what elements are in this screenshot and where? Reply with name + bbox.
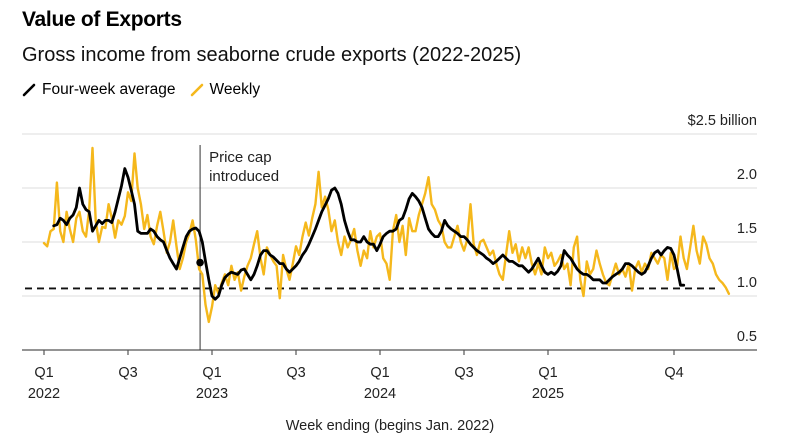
legend-swatch-weekly: [190, 83, 203, 97]
chart-title: Value of Exports: [22, 8, 182, 31]
price-cap-marker: [196, 258, 204, 267]
x-tick-label: Q1: [538, 365, 557, 381]
series-four-week-average-line: [52, 167, 686, 301]
price-cap-annotation: Price cap introduced: [199, 145, 279, 350]
series-weekly-line: [42, 146, 731, 324]
x-tick-sublabel: 2025: [532, 386, 564, 402]
gridlines: [22, 133, 757, 297]
x-tick-label: Q3: [286, 365, 305, 381]
legend-swatch-four-week-average: [22, 83, 36, 97]
annotation-label-line2: introduced: [209, 168, 279, 185]
x-tick-label: Q1: [370, 365, 389, 381]
x-tick-sublabel: 2022: [28, 386, 60, 402]
x-tick-label: Q3: [454, 365, 473, 381]
x-tick-sublabel: 2024: [364, 386, 396, 402]
series-lines: [42, 146, 731, 324]
x-axis: Q1 2022 Q3 Q1 2023 Q3 Q1 2024 Q3 Q1 2025 Q4: [22, 349, 757, 402]
y-tick-label: 2.0: [737, 167, 757, 183]
y-tick-label: 1.5: [737, 221, 757, 237]
y-axis-ticks: $2.5 billion 2.0 1.5 1.0 0.5: [688, 113, 757, 345]
y-tick-label: $2.5 billion: [688, 113, 757, 129]
x-tick-label: Q3: [118, 365, 137, 381]
legend-item-four-week-average: Four-week average: [22, 81, 176, 99]
legend-label-four-week-average: Four-week average: [42, 81, 176, 98]
y-tick-label: 1.0: [737, 275, 757, 291]
y-tick-label: 0.5: [737, 329, 757, 345]
x-tick-sublabel: 2023: [196, 386, 228, 402]
x-tick-label: Q1: [202, 365, 221, 381]
x-tick-label: Q4: [664, 365, 683, 381]
chart-subtitle: Gross income from seaborne crude exports…: [22, 44, 522, 66]
x-axis-label: Week ending (begins Jan. 2022): [286, 418, 495, 434]
legend-item-weekly: Weekly: [190, 81, 261, 99]
annotation-label-line1: Price cap: [209, 149, 272, 166]
legend: Four-week average Weekly: [22, 81, 274, 99]
x-tick-label: Q1: [34, 365, 53, 381]
legend-label-weekly: Weekly: [209, 81, 261, 98]
